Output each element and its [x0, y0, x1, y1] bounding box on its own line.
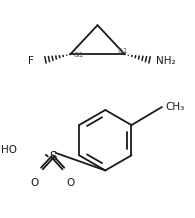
Text: CH₃: CH₃ [166, 102, 185, 112]
Text: &1: &1 [117, 48, 127, 54]
Text: O: O [31, 178, 39, 188]
Text: HO: HO [1, 145, 17, 155]
Text: &1: &1 [73, 52, 83, 58]
Text: S: S [49, 150, 56, 163]
Text: O: O [66, 178, 75, 188]
Text: NH₂: NH₂ [156, 56, 176, 66]
Text: F: F [28, 56, 34, 66]
